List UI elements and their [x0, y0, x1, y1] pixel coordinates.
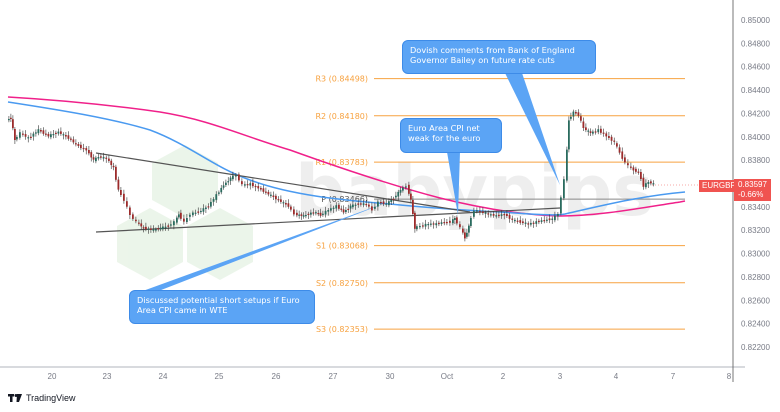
y-tick-label: 0.83800 [741, 156, 770, 165]
y-tick-label: 0.84200 [741, 109, 770, 118]
y-tick-label: 0.82600 [741, 296, 770, 305]
x-tick-label: 4 [614, 372, 619, 381]
x-tick-label: 2 [501, 372, 506, 381]
y-tick-label: 0.83400 [741, 203, 770, 212]
callout-short-text: Discussed potential short setups if Euro… [137, 295, 300, 315]
callout-tail-boe [505, 73, 560, 185]
callout-cpi-text: Euro Area CPI net weak for the euro [408, 123, 481, 143]
x-axis-ticks: 20 23 24 25 26 27 30 Oct 2 3 4 7 8 [48, 372, 732, 381]
x-tick-label: 25 [215, 372, 224, 381]
x-tick-label: 24 [159, 372, 168, 381]
x-tick-label: 3 [558, 372, 563, 381]
y-tick-label: 0.83000 [741, 250, 770, 259]
last-price-value: 0.83597 [738, 180, 767, 189]
y-tick-label: 0.84800 [741, 39, 770, 48]
callout-boe-text: Dovish comments from Bank of England Gov… [410, 45, 575, 65]
x-tick-label: 30 [386, 372, 395, 381]
tradingview-logo-icon [8, 394, 22, 402]
brand-name: TradingView [26, 393, 76, 403]
y-tick-label: 0.82800 [741, 273, 770, 282]
ma-pink-line [7, 96, 686, 217]
x-tick-label: 8 [727, 372, 732, 381]
x-tick-label: 20 [48, 372, 57, 381]
callout-tail-cpi [447, 152, 460, 215]
y-axis-ticks: 0.85000 0.84800 0.84600 0.84400 0.84200 0.840… [741, 16, 770, 352]
pivot-label-s1: S1 (0.83068) [316, 242, 368, 251]
y-tick-label: 0.82400 [741, 320, 770, 329]
pivot-label-r1: R1 (0.83783) [315, 158, 368, 167]
symbol-tag: EURGBP [699, 180, 739, 192]
pivot-label-r2: R2 (0.84180) [315, 112, 368, 121]
x-tick-label: Oct [441, 372, 454, 381]
y-tick-label: 0.85000 [741, 16, 770, 25]
pivot-label-s2: S2 (0.82750) [316, 279, 368, 288]
x-tick-label: 26 [272, 372, 281, 381]
y-tick-label: 0.82200 [741, 343, 770, 352]
y-tick-label: 0.83200 [741, 226, 770, 235]
last-price-tag: 0.83597 -0.66% [734, 179, 771, 201]
pivot-label-r3: R3 (0.84498) [315, 75, 368, 84]
x-tick-label: 27 [329, 372, 338, 381]
y-tick-label: 0.84000 [741, 133, 770, 142]
symbol-label: EURGBP [702, 181, 736, 190]
y-tick-label: 0.84600 [741, 63, 770, 72]
price-candles [8, 109, 655, 242]
x-tick-label: 7 [671, 372, 676, 381]
y-tick-label: 0.84400 [741, 86, 770, 95]
triangle-upper-trendline [95, 152, 471, 213]
change-percent: -0.66% [738, 190, 764, 199]
x-tick-label: 23 [103, 372, 112, 381]
callout-euro-cpi: Euro Area CPI net weak for the euro [400, 118, 502, 153]
callout-tail-short [140, 202, 388, 292]
tradingview-brand[interactable]: TradingView [8, 393, 76, 403]
pivot-label-s3: S3 (0.82353) [316, 325, 368, 334]
callout-boe-dovish: Dovish comments from Bank of England Gov… [402, 40, 596, 74]
callout-short-setups: Discussed potential short setups if Euro… [129, 290, 315, 324]
